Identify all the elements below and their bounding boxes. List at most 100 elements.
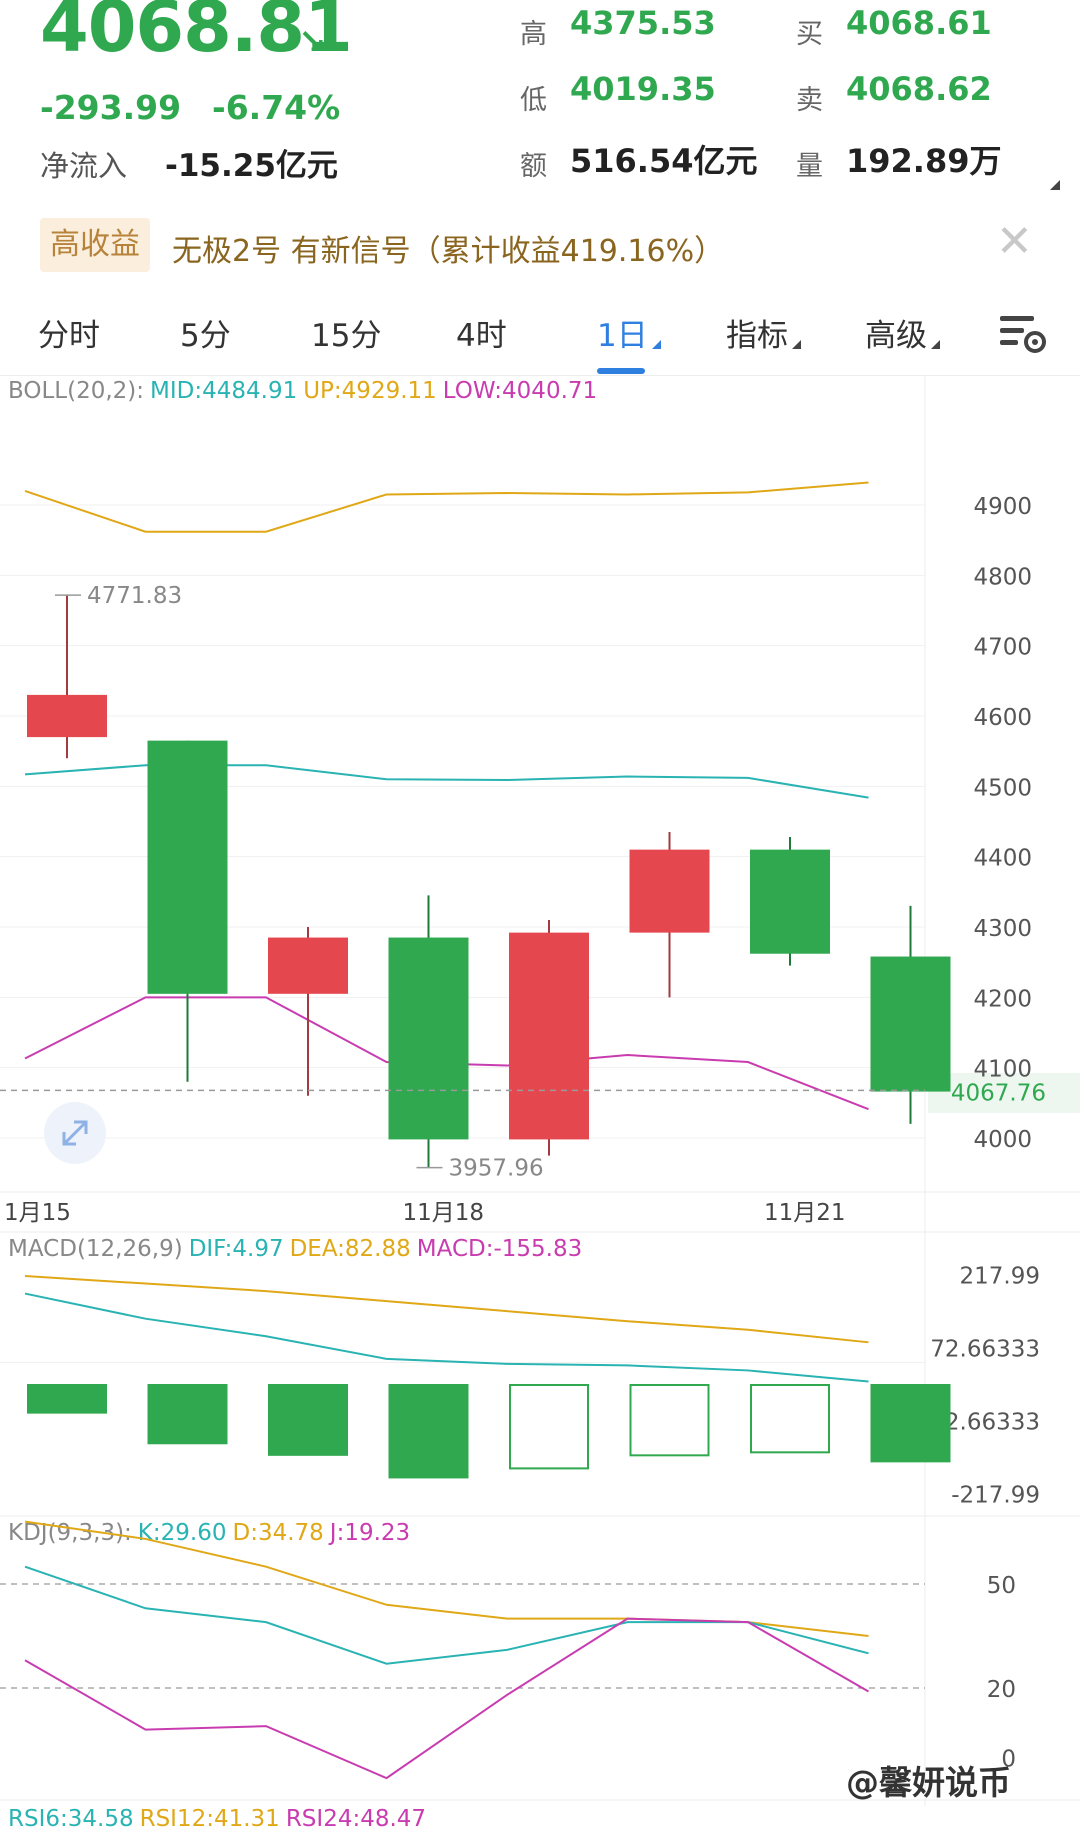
dropdown-triangle-icon [792,340,801,349]
macd-legend: MACD(12,26,9) DIF:4.97 DEA:82.88 MACD:-155.… [8,1236,588,1262]
price-change-pct: -6.74% [212,88,341,127]
macd-hist-bar [870,1384,951,1463]
active-tab-underline [597,368,645,374]
price-axis-label: 4500 [973,775,1032,801]
candle-body [147,740,228,994]
kdj-j: J:19.23 [329,1520,411,1546]
watermark: @馨妍说币 [846,1763,1011,1802]
dropdown-triangle-icon [931,340,940,349]
price-axis-label: 4900 [973,494,1032,520]
rsi24: RSI24:48.47 [285,1806,427,1832]
boll-low: LOW:4040.71 [442,378,598,404]
amount-label: 额 [520,151,547,182]
price-axis-label: 4700 [973,635,1032,661]
kdj-d-line [24,1520,869,1637]
tab-label: 指标 [726,318,788,354]
tab-5min[interactable]: 5分 [180,310,231,355]
tab-label: 高级 [865,318,927,354]
tab-indicators[interactable]: 指标 [726,310,801,355]
rsi12: RSI12:41.31 [139,1806,280,1832]
macd-name: MACD(12,26,9) [8,1236,183,1262]
price-axis-label: 4000 [973,1127,1032,1153]
kdj-j-line [24,1617,869,1780]
last-price: 4068.81 [40,0,353,68]
down-arrow-icon: ↘ [298,22,327,62]
period-tabs: 分时 5分 15分 4时 1日 指标 高级 [0,300,1080,376]
net-inflow-value: -15.25亿元 [165,148,338,184]
kdj-k-line [24,1565,869,1665]
macd-hist-bar [268,1384,348,1456]
rsi-legend: RSI6:34.58 RSI12:41.31 RSI24:48.47 [8,1806,432,1832]
close-icon[interactable]: ✕ [996,216,1033,267]
rsi6: RSI6:34.58 [8,1806,134,1832]
volume-value: 192.89万 [846,142,1002,180]
date-label: 1月15 [4,1200,71,1226]
boll-legend: BOLL(20,2): MID:4484.91 UP:4929.11 LOW:4040… [8,378,603,404]
candle-body [750,849,830,954]
tab-label: 5分 [180,318,231,354]
tab-label: 分时 [38,318,100,354]
macd-axis-label: 217.99 [960,1264,1040,1290]
promo-badge: 高收益 [40,218,150,272]
macd-dif: DIF:4.97 [188,1236,284,1262]
tab-advanced[interactable]: 高级 [865,310,940,355]
kdj-axis-label: 0 [1001,1746,1016,1772]
promo-text[interactable]: 无极2号 有新信号（累计收益419.16%） [172,234,725,269]
macd-hist-bar [147,1384,228,1445]
tab-1day[interactable]: 1日 [597,310,661,355]
tab-4h[interactable]: 4时 [456,310,507,355]
date-label: 11月18 [403,1200,485,1226]
candle-body [870,956,951,1092]
dropdown-triangle-icon [651,340,661,349]
extreme-label: 4771.83 [87,583,182,609]
volume-label: 量 [796,151,823,182]
macd-hist-bar [629,1384,710,1457]
current-price-tag-bg [928,1073,1080,1113]
net-inflow-label: 净流入 [40,149,128,183]
tab-label: 4时 [456,318,507,354]
chart-settings-icon[interactable] [998,312,1048,356]
candle-body [27,694,107,738]
macd-hist-bar [388,1384,469,1479]
candle-body [388,937,469,1140]
tab-timeshare[interactable]: 分时 [38,310,100,355]
kdj-d: D:34.78 [232,1520,324,1546]
kdj-k: K:29.60 [137,1520,227,1546]
tab-label: 15分 [311,318,382,354]
macd-axis-label: 72.66333 [930,1337,1040,1363]
price-axis-label: 4400 [973,846,1032,872]
price-axis-label: 4100 [973,1057,1032,1083]
expand-arrows-icon [62,1120,88,1146]
extreme-label: 3957.96 [449,1156,544,1182]
macd-dif-line [24,1292,869,1383]
low-label: 低 [520,85,547,116]
boll-up: UP:4929.11 [303,378,437,404]
boll-name: BOLL(20,2): [8,378,145,404]
sell-value: 4068.62 [846,70,992,108]
tab-15min[interactable]: 15分 [311,310,381,355]
amount-value: 516.54亿元 [570,142,758,180]
high-value: 4375.53 [570,4,716,42]
macd-value: MACD:-155.83 [416,1236,583,1262]
sell-label: 卖 [796,85,823,116]
candle-body [629,849,710,933]
kdj-axis-label: 20 [987,1677,1016,1703]
low-value: 4019.35 [570,70,716,108]
date-label: 11月21 [764,1200,846,1226]
signal-promo-banner[interactable]: 高收益 无极2号 有新信号（累计收益419.16%） ✕ [0,212,1080,280]
price-change: -293.99 [40,88,182,127]
macd-dea-line [24,1275,869,1344]
expand-corner-icon[interactable] [1050,180,1060,190]
candle-body [509,932,589,1140]
kline-chart[interactable]: 4900 4800 4700 4600 4500 4400 4300 4200 4100 4000… [0,376,1080,1806]
price-axis-label: 4200 [973,986,1032,1012]
macd-hist-bar [27,1384,107,1414]
macd-hist-bar [750,1384,830,1454]
candle-body [268,937,348,994]
expand-chart-button[interactable] [44,1102,106,1164]
boll-up-line [24,481,869,533]
price-axis-label: 4300 [973,916,1032,942]
high-label: 高 [520,19,547,50]
price-axis-label: 4800 [973,564,1032,590]
buy-label: 买 [796,19,823,50]
